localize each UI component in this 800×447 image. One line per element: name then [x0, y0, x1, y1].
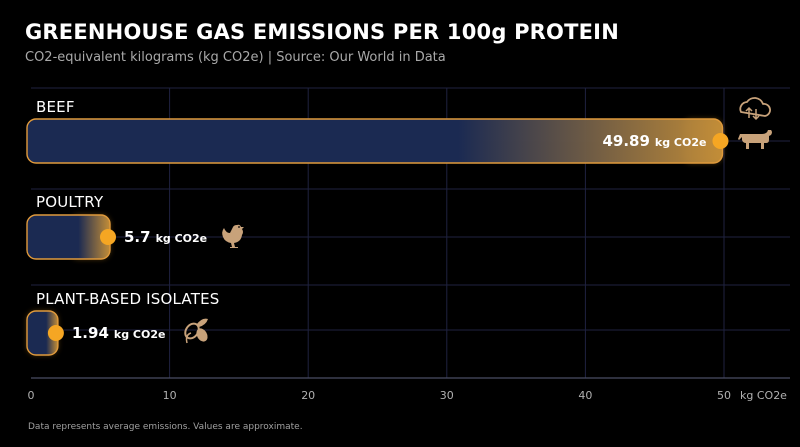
x-tick-label: 30 — [440, 389, 454, 402]
x-axis: 0 10 20 30 40 50 kg CO2e — [28, 377, 790, 402]
bar-group: POULTRY 5.7 kg CO2e — [26, 193, 244, 260]
cloud-cow-icon — [738, 97, 772, 149]
chart-title: GREENHOUSE GAS EMISSIONS PER 100g PROTEI… — [25, 20, 619, 44]
bar-group: BEEF 49.89 kg CO2e — [26, 97, 772, 164]
bar-end-dot — [100, 229, 117, 245]
x-tick-label: 50 — [717, 389, 731, 402]
x-axis-label: kg CO2e — [740, 389, 787, 402]
bar-group: PLANT-BASED ISOLATES 1.94 kg CO2e — [26, 290, 219, 356]
bar-end-dot — [712, 133, 729, 149]
footnote: Data represents average emissions. Value… — [28, 422, 303, 432]
chicken-icon — [222, 224, 244, 248]
x-tick-label: 20 — [301, 389, 315, 402]
chart-subtitle: CO2-equivalent kilograms (kg CO2e) | Sou… — [25, 50, 446, 65]
category-label: PLANT-BASED ISOLATES — [36, 290, 219, 308]
x-tick-label: 0 — [28, 389, 35, 402]
x-tick-label: 40 — [578, 389, 592, 402]
bars: BEEF 49.89 kg CO2e POULTRY 5.7 kg CO2e PLANT-B… — [26, 97, 772, 356]
category-label: BEEF — [36, 98, 75, 116]
x-tick-label: 10 — [163, 389, 177, 402]
soybean-icon — [184, 318, 208, 344]
value-label: 1.94 kg CO2e — [72, 324, 166, 342]
value-label: 49.89 kg CO2e — [602, 132, 706, 150]
category-label: POULTRY — [36, 193, 104, 211]
bar-end-dot — [47, 325, 64, 341]
value-label: 5.7 kg CO2e — [124, 228, 207, 246]
bar — [26, 214, 111, 260]
